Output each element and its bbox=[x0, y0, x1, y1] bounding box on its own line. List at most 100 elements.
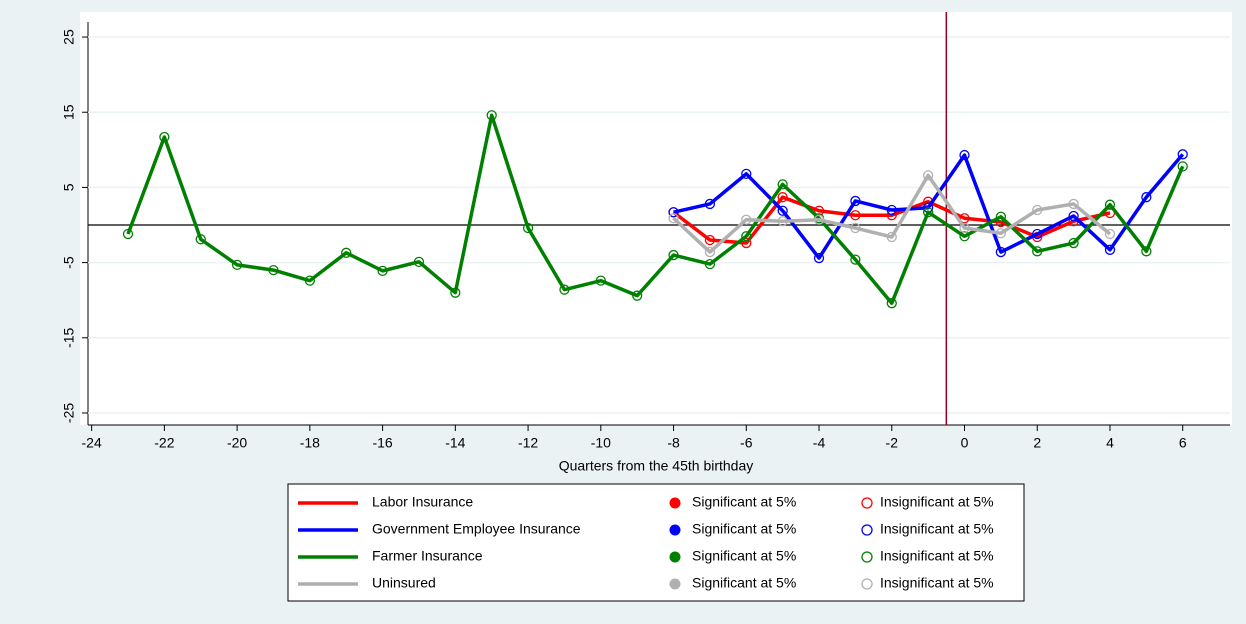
legend-label: Significant at 5% bbox=[692, 521, 796, 537]
x-tick-label: 4 bbox=[1106, 435, 1114, 451]
point-marker bbox=[741, 168, 752, 180]
point-marker bbox=[741, 237, 752, 249]
legend-label: Farmer Insurance bbox=[372, 548, 483, 564]
series-line bbox=[126, 113, 1185, 305]
point-marker bbox=[1032, 204, 1043, 216]
point-marker bbox=[886, 298, 897, 309]
legend-label: Significant at 5% bbox=[692, 548, 796, 564]
y-tick-label: -15 bbox=[61, 327, 77, 347]
x-tick-label: 2 bbox=[1033, 435, 1041, 451]
point-marker bbox=[850, 222, 861, 234]
point-marker bbox=[959, 213, 970, 224]
point-marker bbox=[1068, 210, 1079, 222]
point-marker bbox=[704, 234, 716, 246]
point-marker bbox=[922, 170, 934, 181]
point-marker bbox=[813, 252, 825, 264]
x-tick-label: -16 bbox=[372, 435, 392, 451]
point-marker bbox=[959, 231, 970, 242]
point-marker bbox=[850, 195, 861, 207]
legend-marker bbox=[861, 524, 873, 536]
point-marker bbox=[1068, 198, 1079, 210]
point-marker bbox=[668, 213, 679, 224]
point-marker bbox=[1177, 149, 1188, 160]
legend-marker bbox=[669, 578, 681, 590]
x-tick-label: -20 bbox=[227, 435, 247, 451]
point-marker bbox=[995, 228, 1007, 239]
y-tick-label: 15 bbox=[61, 104, 77, 120]
point-marker bbox=[559, 284, 570, 295]
x-tick-label: -8 bbox=[667, 435, 680, 451]
x-axis-title: Quarters from the 45th birthday bbox=[559, 458, 754, 474]
point-marker bbox=[704, 258, 716, 270]
point-marker bbox=[704, 246, 716, 258]
point-marker bbox=[668, 207, 679, 218]
point-marker bbox=[195, 234, 206, 245]
point-marker bbox=[1141, 246, 1152, 257]
legend-marker bbox=[861, 551, 873, 563]
x-tick-label: -12 bbox=[518, 435, 538, 451]
point-marker bbox=[632, 290, 643, 301]
point-marker bbox=[922, 207, 934, 218]
point-marker bbox=[122, 228, 134, 240]
point-marker bbox=[231, 259, 243, 271]
point-marker bbox=[1104, 199, 1116, 210]
point-marker bbox=[813, 214, 825, 225]
point-marker bbox=[1104, 244, 1116, 255]
point-marker bbox=[1032, 228, 1043, 240]
point-marker bbox=[995, 211, 1007, 222]
point-marker bbox=[159, 131, 170, 143]
plot-area bbox=[80, 12, 1232, 425]
x-tick-label: -18 bbox=[300, 435, 320, 451]
point-marker bbox=[777, 179, 788, 190]
legend-label: Insignificant at 5% bbox=[880, 575, 994, 591]
point-marker bbox=[304, 275, 316, 286]
legend-label: Government Employee Insurance bbox=[372, 521, 581, 537]
x-tick-label: -2 bbox=[886, 435, 899, 451]
point-marker bbox=[450, 287, 461, 298]
x-tick-label: -6 bbox=[740, 435, 753, 451]
legend-label: Insignificant at 5% bbox=[880, 521, 994, 537]
point-marker bbox=[850, 254, 861, 265]
legend-marker bbox=[669, 551, 681, 563]
legend-marker bbox=[861, 578, 873, 590]
y-tick-label: -25 bbox=[61, 403, 77, 423]
point-marker bbox=[1141, 192, 1152, 203]
point-marker bbox=[741, 231, 752, 242]
legend-box bbox=[287, 483, 1025, 602]
point-marker bbox=[486, 110, 497, 121]
point-marker bbox=[268, 264, 279, 276]
point-marker bbox=[886, 204, 897, 216]
point-marker bbox=[668, 249, 679, 261]
point-marker bbox=[777, 216, 788, 227]
x-tick-label: -4 bbox=[813, 435, 826, 451]
legend-marker bbox=[669, 497, 681, 509]
point-marker bbox=[1068, 237, 1079, 249]
series-line bbox=[672, 173, 1112, 254]
point-marker bbox=[522, 222, 534, 234]
legend-marker bbox=[861, 497, 873, 509]
point-marker bbox=[777, 205, 788, 216]
y-tick-label: 25 bbox=[61, 29, 77, 45]
legend-marker bbox=[669, 524, 681, 536]
x-tick-label: -10 bbox=[591, 435, 611, 451]
point-marker bbox=[777, 192, 788, 203]
point-marker bbox=[959, 222, 970, 234]
x-tick-label: -14 bbox=[445, 435, 465, 451]
point-marker bbox=[1032, 246, 1043, 257]
legend-label: Significant at 5% bbox=[692, 575, 796, 591]
point-marker bbox=[959, 149, 970, 161]
x-tick-label: 0 bbox=[961, 435, 969, 451]
x-tick-label: -24 bbox=[82, 435, 102, 451]
point-marker bbox=[1104, 228, 1116, 240]
point-marker bbox=[341, 247, 352, 258]
y-tick-label: 5 bbox=[61, 183, 77, 191]
point-marker bbox=[595, 275, 606, 286]
point-marker bbox=[995, 246, 1007, 258]
point-marker bbox=[741, 214, 752, 225]
legend-label: Insignificant at 5% bbox=[880, 548, 994, 564]
point-marker bbox=[413, 256, 425, 267]
legend-label: Uninsured bbox=[372, 575, 436, 591]
point-marker bbox=[850, 210, 861, 221]
point-marker bbox=[704, 198, 716, 210]
